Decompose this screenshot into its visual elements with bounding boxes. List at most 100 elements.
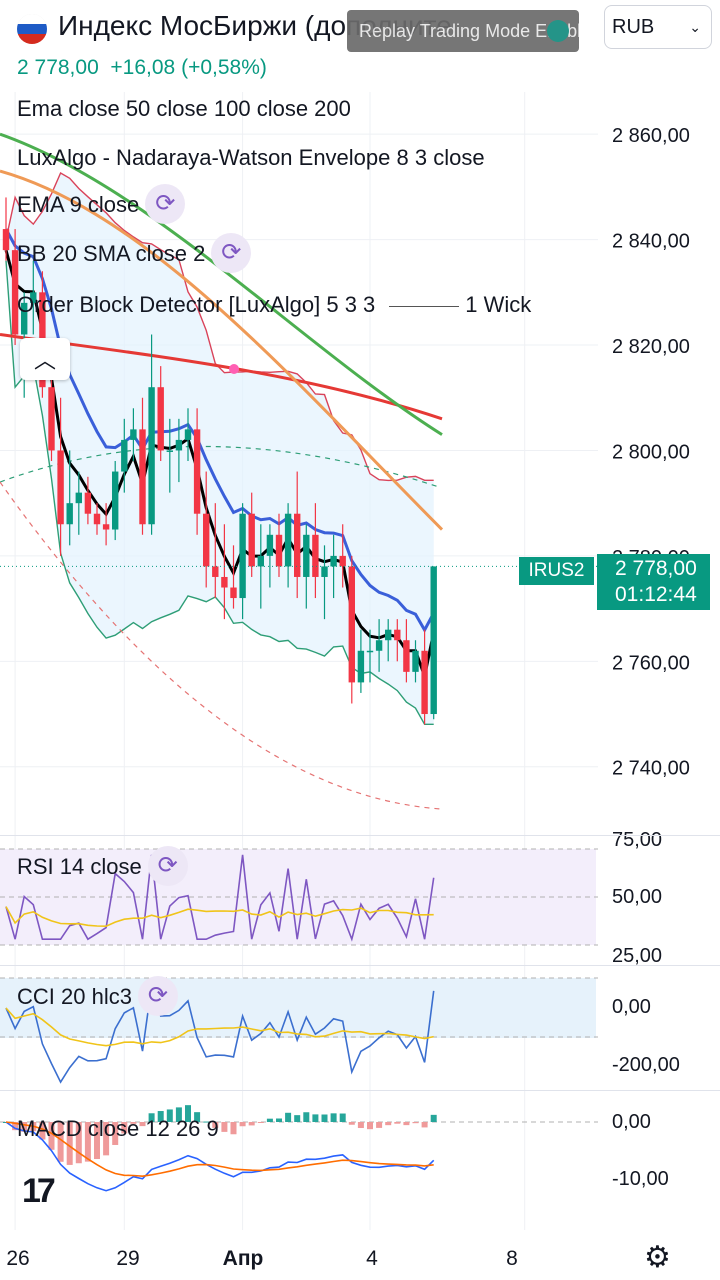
y-tick-label: 2 740,00: [612, 758, 690, 780]
russia-flag-icon: [17, 14, 47, 44]
cci-pane-label[interactable]: CCI 20 hlc3 ⟳: [17, 976, 178, 1018]
macd-histogram-bar: [203, 1121, 210, 1123]
candle-body: [203, 513, 210, 567]
macd-histogram-bar: [248, 1122, 255, 1126]
macd-histogram-bar: [94, 1122, 100, 1160]
macd-histogram-bar: [103, 1122, 110, 1156]
price-change: +16,08 (+0,58%): [110, 56, 267, 79]
macd-histogram-bar: [403, 1122, 410, 1126]
refresh-icon[interactable]: ⟳: [147, 846, 188, 886]
pane-divider[interactable]: [0, 965, 720, 966]
candle-body: [430, 566, 437, 715]
candle-body: [66, 503, 73, 525]
candle-body: [11, 250, 19, 335]
candle-body: [412, 650, 419, 672]
candle-body: [230, 587, 237, 599]
nw-upper-line: [0, 445, 441, 488]
macd-histogram-bar: [194, 1112, 201, 1122]
indicator-ema-label[interactable]: Ema close 50 close 100 close 200: [17, 96, 351, 121]
macd-histogram-bar: [367, 1122, 373, 1130]
macd-histogram-bar: [75, 1122, 82, 1164]
bb-upper-line: [5, 171, 434, 482]
bar-countdown: 01:12:44: [615, 583, 697, 606]
currency-select[interactable]: RUB ⌄: [604, 5, 712, 49]
x-tick-label: 4: [366, 1247, 378, 1270]
macd-histogram-bar: [39, 1122, 46, 1140]
candle-body: [375, 640, 383, 651]
refresh-icon[interactable]: ⟳: [145, 184, 186, 224]
macd-histogram-bar: [112, 1122, 119, 1145]
refresh-icon[interactable]: ⟳: [211, 233, 252, 273]
collapse-legend-button[interactable]: ︿: [20, 338, 70, 380]
candle-body: [166, 450, 173, 452]
candle-body: [148, 387, 155, 525]
candle-body: [421, 650, 428, 715]
macd-histogram-bar: [357, 1122, 364, 1129]
macd-histogram-bar: [166, 1109, 173, 1122]
pane-divider[interactable]: [0, 835, 720, 836]
candle-body: [48, 387, 55, 451]
candle-body: [330, 555, 337, 567]
macd-histogram-bar: [421, 1122, 428, 1128]
macd-histogram-bar: [139, 1122, 146, 1127]
line-style-icon: [389, 305, 460, 307]
cci-tick-label: 0,00: [612, 996, 651, 1018]
candle-body: [112, 471, 119, 530]
candle-body: [130, 429, 137, 440]
candle-body: [93, 513, 101, 525]
cci-tick-label: -200,00: [612, 1054, 680, 1076]
y-tick-label: 2 860,00: [612, 125, 690, 147]
macd-histogram-bar: [312, 1114, 319, 1122]
indicator-nw-label[interactable]: LuxAlgo - Nadaraya-Watson Envelope 8 3 c…: [17, 145, 485, 170]
cci-line: [5, 985, 435, 1084]
rsi-tick-label: 75,00: [612, 829, 662, 851]
macd-tick-label: -10,00: [612, 1168, 669, 1190]
macd-pane-label[interactable]: MACD close 12 26 9: [17, 1116, 219, 1141]
x-tick-label: 29: [116, 1247, 139, 1270]
tradingview-logo[interactable]: 17: [22, 1172, 56, 1210]
macd-histogram-bar: [12, 1122, 19, 1131]
candle-body: [284, 513, 292, 567]
bb-fill: [6, 173, 434, 725]
macd-histogram-bar: [266, 1118, 273, 1122]
candle-body: [403, 640, 410, 672]
indicator-ema9[interactable]: EMA 9 close ⟳: [17, 184, 186, 226]
y-tick-label: 2 820,00: [612, 336, 690, 358]
candle-body: [21, 302, 28, 335]
candle-body: [175, 439, 183, 451]
rsi-tick-label: 25,00: [612, 945, 662, 967]
settings-gear-icon[interactable]: ⚙: [644, 1241, 671, 1274]
macd-histogram-bar: [66, 1122, 73, 1165]
macd-histogram-bar: [257, 1122, 264, 1123]
macd-histogram-bar: [239, 1122, 246, 1127]
candle-body: [339, 555, 346, 567]
candle-body: [385, 629, 392, 641]
pane-divider[interactable]: [0, 1090, 720, 1091]
macd-histogram-bar: [339, 1113, 346, 1122]
replay-mode-banner: Replay Trading Mode Enabled: [347, 10, 579, 52]
refresh-icon[interactable]: ⟳: [137, 976, 178, 1016]
rsi-pane-label[interactable]: RSI 14 close ⟳: [17, 846, 188, 888]
rsi-signal-line: [5, 906, 434, 928]
cci-signal-line: [5, 1007, 434, 1047]
price-quote: 2 778,00 +16,08 (+0,58%): [17, 56, 267, 80]
candle-body: [57, 450, 64, 525]
candle-body: [121, 439, 128, 472]
macd-histogram-bar: [185, 1105, 191, 1122]
candle-body: [257, 555, 264, 567]
candle-body: [157, 387, 164, 451]
macd-histogram-bar: [321, 1114, 328, 1122]
indicator-bb[interactable]: BB 20 SMA close 2 ⟳: [17, 233, 252, 275]
candle-body: [294, 513, 301, 577]
candle-body: [348, 566, 355, 683]
candle-body: [102, 524, 110, 530]
y-tick-label: 2 760,00: [612, 652, 690, 674]
y-tick-label: 2 800,00: [612, 441, 690, 463]
candle-body: [30, 292, 37, 303]
candle-body: [2, 229, 10, 251]
candle-body: [221, 576, 228, 588]
ema9-line: [4, 228, 436, 634]
candle-body: [275, 534, 283, 567]
